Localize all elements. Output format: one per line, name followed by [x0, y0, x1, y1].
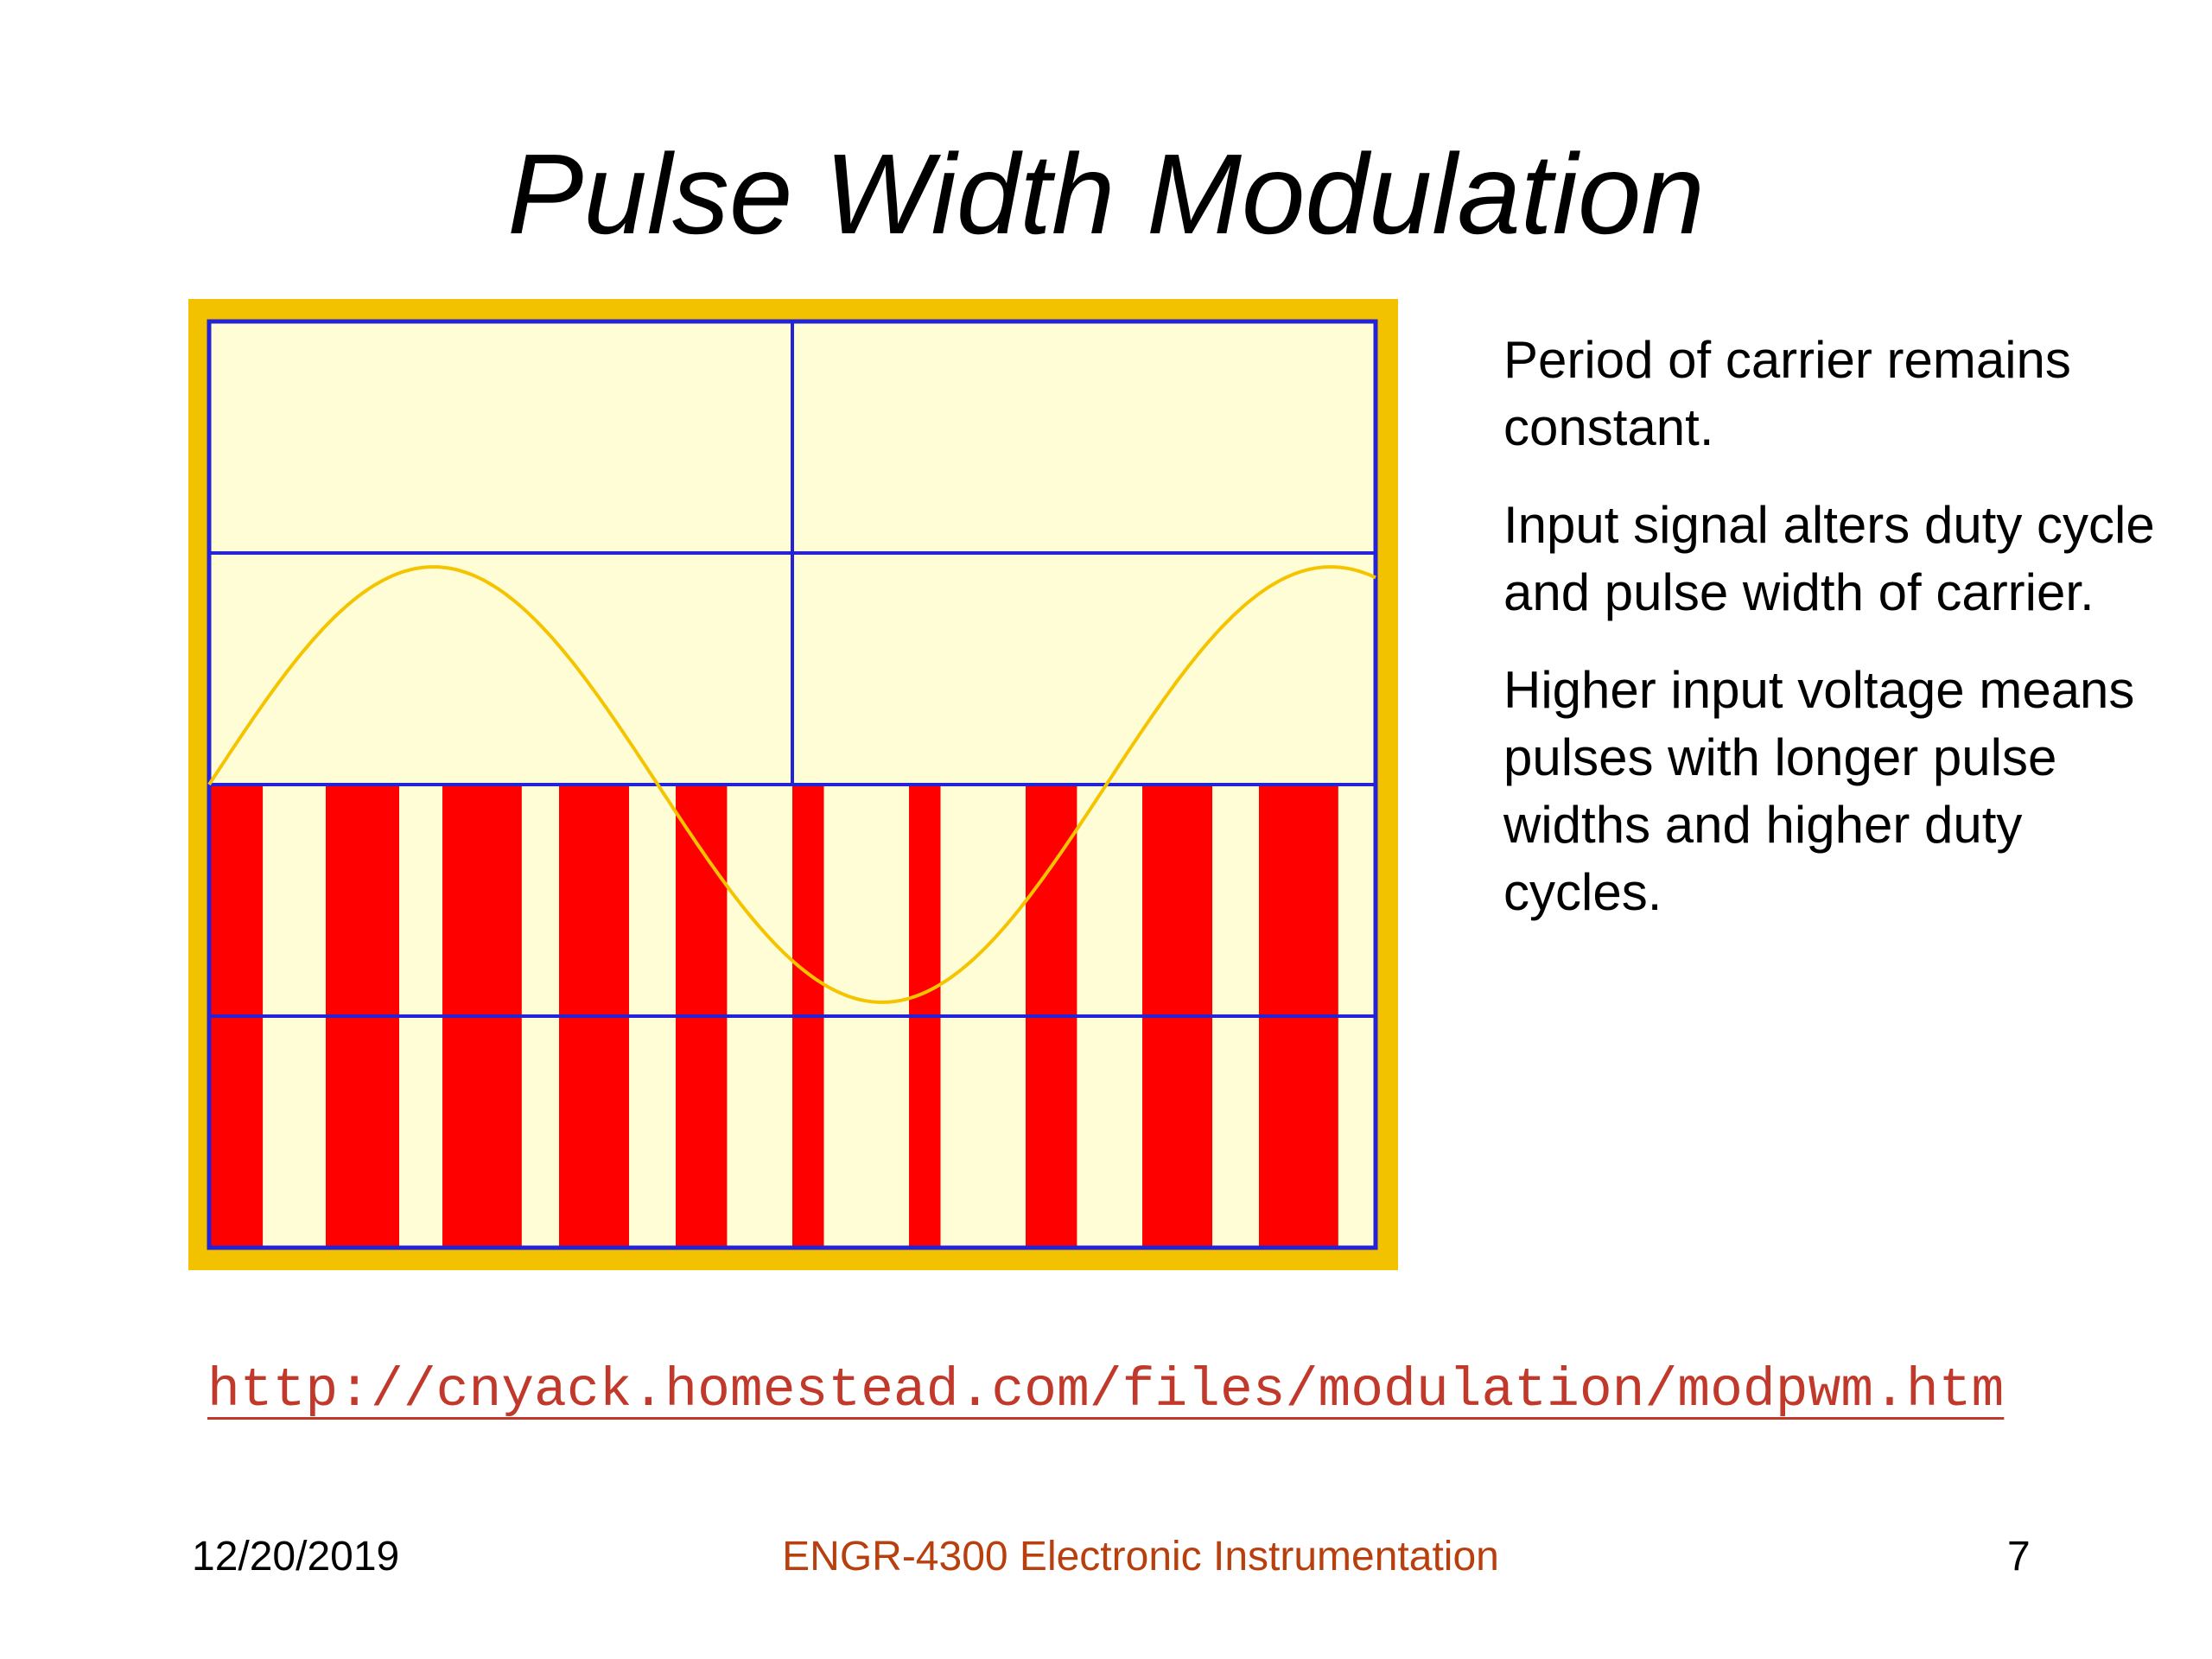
footer-course-name: ENGR-4300 Electronic Instrumentation — [782, 1534, 1499, 1580]
footer-date: 12/20/2019 — [192, 1534, 400, 1580]
slide-title: Pulse Width Modulation — [507, 130, 1705, 257]
input-sine-wave — [207, 565, 1376, 1004]
pwm-waveform-svg — [188, 299, 1398, 1270]
bullet-duty-cycle: Input signal alters duty cycle and pulse… — [1503, 496, 2155, 621]
bullet-higher-voltage: Higher input voltage means pulses with l… — [1503, 661, 2135, 921]
source-url-link[interactable]: http://cnyack.homestead.com/files/modula… — [207, 1360, 2005, 1421]
pwm-oscilloscope-figure — [188, 299, 1398, 1270]
footer-page-number: 7 — [2007, 1534, 2031, 1580]
scope-grid — [207, 319, 1378, 1250]
bullet-carrier-period: Period of carrier remains constant. — [1503, 331, 2071, 456]
bullet-list: Period of carrier remains constant. Inpu… — [1503, 327, 2195, 957]
